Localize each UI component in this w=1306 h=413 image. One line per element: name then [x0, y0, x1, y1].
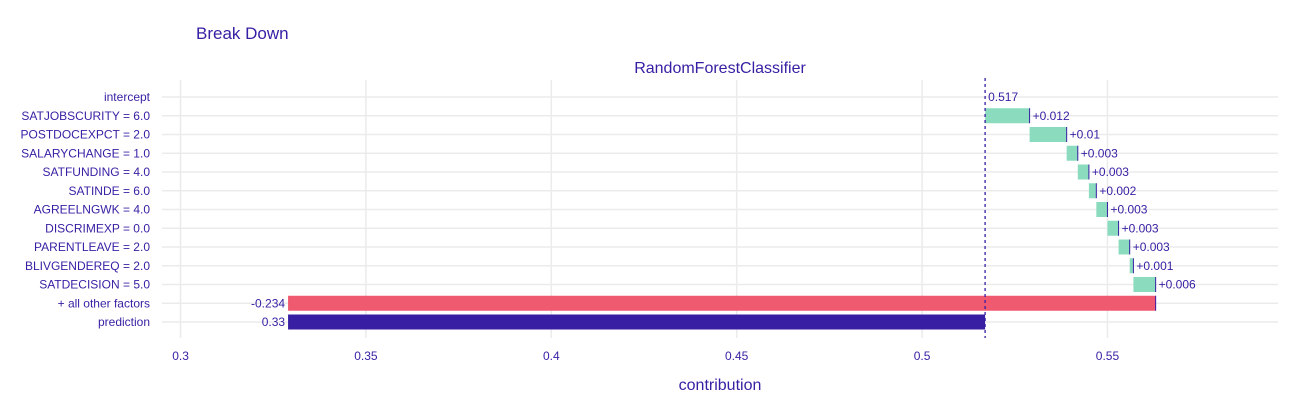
data-label: +0.012	[1033, 109, 1070, 123]
category-label: DISCRIMEXP = 0.0	[45, 221, 150, 235]
bar-positive	[1133, 277, 1156, 292]
bar-positive	[1029, 127, 1067, 142]
chart-subtitle: RandomForestClassifier	[634, 60, 806, 77]
category-label: SATINDE = 6.0	[69, 184, 151, 198]
category-label: SATFUNDING = 4.0	[43, 165, 151, 179]
data-label: +0.01	[1070, 128, 1101, 142]
x-tick-label: 0.3	[172, 349, 189, 363]
x-tick-label: 0.4	[543, 349, 560, 363]
data-label: +0.002	[1099, 184, 1136, 198]
category-label: prediction	[98, 315, 150, 329]
data-label: +0.003	[1092, 165, 1129, 179]
data-label: 0.517	[988, 90, 1018, 104]
data-label: +0.006	[1159, 278, 1196, 292]
data-labels: 0.517 +0.012+0.01 +0.003 +0.003 +0.002 +0.003…	[251, 90, 1196, 329]
x-axis-ticks: 0.3 0.35 0.4 0.45 0.5 0.55	[172, 349, 1119, 363]
data-label: +0.003	[1133, 240, 1170, 254]
data-label: +0.003	[1110, 203, 1147, 217]
category-label: POSTDOCEXPCT = 2.0	[21, 128, 151, 142]
category-label: SALARYCHANGE = 1.0	[21, 146, 150, 160]
category-label: AGREELNGWK = 4.0	[34, 203, 151, 217]
category-label: intercept	[104, 90, 151, 104]
bar-prediction	[288, 314, 986, 330]
bar-positive	[1129, 258, 1134, 274]
bar-positive	[1077, 164, 1089, 180]
bars	[288, 78, 1157, 338]
bar-positive	[985, 108, 1030, 124]
bar-positive	[1096, 202, 1108, 217]
data-label: 0.33	[262, 315, 286, 329]
category-label: SATJOBSCURITY = 6.0	[21, 109, 150, 123]
category-labels: intercept SATJOBSCURITY = 6.0 POSTDOCEXPCT…	[21, 90, 151, 329]
x-tick-label: 0.55	[1096, 349, 1120, 363]
x-tick-label: 0.5	[914, 349, 931, 363]
bar-positive	[1088, 183, 1097, 199]
bar-positive	[1118, 239, 1130, 255]
category-label: SATDECISION = 5.0	[39, 278, 150, 292]
bar-positive	[1107, 220, 1119, 236]
bar-negative	[288, 295, 1156, 311]
category-label: PARENTLEAVE = 2.0	[34, 240, 150, 254]
x-axis-title: contribution	[679, 377, 762, 394]
x-tick-label: 0.45	[725, 349, 749, 363]
data-label: +0.003	[1122, 221, 1159, 235]
category-label: BLIVGENDEREQ = 2.0	[25, 259, 150, 273]
chart-title: Break Down	[196, 24, 289, 43]
data-label: -0.234	[251, 296, 285, 310]
data-label: +0.003	[1081, 146, 1118, 160]
category-label: + all other factors	[58, 296, 150, 310]
bar-positive	[1066, 145, 1078, 161]
x-tick-label: 0.35	[354, 349, 378, 363]
data-label: +0.001	[1136, 259, 1173, 273]
